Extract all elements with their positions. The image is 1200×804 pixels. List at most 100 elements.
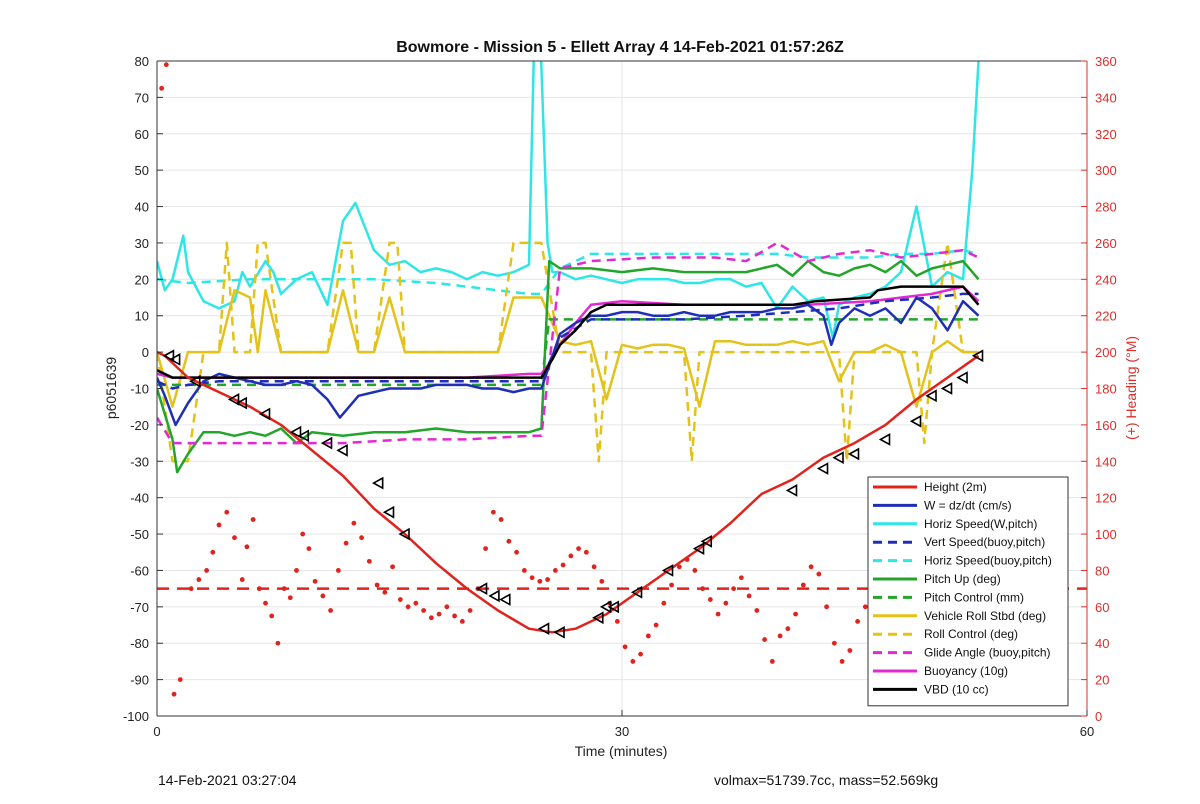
height-waypoint-marker xyxy=(297,429,310,443)
y-tick-label-left: 0 xyxy=(142,345,149,360)
heading-point xyxy=(459,618,465,624)
height-waypoint-marker xyxy=(832,451,844,464)
heading-point xyxy=(800,582,806,588)
heading-point xyxy=(746,593,752,599)
x-tick-label: 0 xyxy=(153,724,160,739)
heading-point xyxy=(159,85,165,91)
series-lines xyxy=(157,61,980,634)
y-tick-label-right: 20 xyxy=(1095,673,1109,688)
heading-point xyxy=(421,608,426,613)
heading-point xyxy=(715,611,721,617)
heading-point xyxy=(390,564,395,570)
height-waypoint-marker xyxy=(499,593,511,606)
heading-point xyxy=(692,568,698,573)
heading-point xyxy=(335,568,341,573)
heading-point xyxy=(343,540,349,546)
legend-label: VBD (10 cc) xyxy=(924,682,989,696)
y-tick-label-right: 80 xyxy=(1095,563,1109,578)
heading-point xyxy=(676,564,682,570)
legend-label: Horiz Speed(buoy,pitch) xyxy=(924,554,1052,568)
heading-point xyxy=(269,613,275,619)
y-tick-label-right: 40 xyxy=(1095,636,1109,651)
heading-point xyxy=(467,608,473,613)
heading-point xyxy=(529,575,535,581)
y-tick-label-right: 200 xyxy=(1095,345,1117,360)
series-line-vbd-10-cc xyxy=(157,285,980,379)
height-waypoint-marker xyxy=(630,585,643,599)
heading-point xyxy=(545,577,550,582)
heading-point xyxy=(785,626,791,632)
y-tick-label-left: -10 xyxy=(130,382,149,397)
heading-point xyxy=(576,546,581,552)
y-tick-label-left: -30 xyxy=(130,454,149,469)
height-waypoint-marker xyxy=(692,542,705,555)
x-axis-label: Time (minutes) xyxy=(575,743,668,759)
heading-point xyxy=(275,640,281,646)
height-waypoint-marker xyxy=(258,407,271,421)
heading-point xyxy=(413,600,419,606)
height-waypoint-marker xyxy=(162,349,175,363)
height-waypoint-marker xyxy=(607,600,620,614)
y-tick-label-right: 160 xyxy=(1095,418,1117,433)
legend-label: Vehicle Roll Stbd (deg) xyxy=(924,609,1046,623)
heading-point xyxy=(653,622,659,628)
series-line-glide-angle-buoy-pitch xyxy=(157,241,980,445)
heading-point xyxy=(537,578,543,584)
series-line-pitch-up-deg xyxy=(157,259,980,474)
heading-point xyxy=(769,659,775,664)
legend-label: Vert Speed(buoy,pitch) xyxy=(924,535,1045,549)
heading-point xyxy=(196,577,202,582)
footer-timestamp: 14-Feb-2021 03:27:04 xyxy=(158,772,297,788)
y-tick-label-right: 100 xyxy=(1095,527,1117,542)
heading-point xyxy=(312,578,318,584)
y-tick-label-right: 240 xyxy=(1095,272,1117,287)
y-tick-label-left: 10 xyxy=(135,309,149,324)
legend-box xyxy=(867,476,1069,707)
height-waypoint-marker xyxy=(336,444,348,457)
height-waypoint-marker xyxy=(382,505,395,519)
heading-point xyxy=(630,659,636,664)
y-tick-label-left: -50 xyxy=(130,527,149,542)
heading-point xyxy=(731,586,736,592)
heading-point xyxy=(490,509,496,515)
heading-point xyxy=(204,568,210,573)
heading-point xyxy=(855,618,860,624)
axes: 80706050403020100-10-20-30-40-50-60-70-8… xyxy=(123,54,1117,739)
heading-point xyxy=(177,677,183,683)
heading-point xyxy=(661,600,667,606)
y-tick-label-left: -40 xyxy=(130,491,149,506)
height-waypoint-marker xyxy=(785,484,798,497)
y-tick-label-right: 360 xyxy=(1095,54,1117,69)
heading-point xyxy=(188,586,194,592)
series-line-height-2m xyxy=(157,350,980,634)
series-line-w-dz-dt-cm-s xyxy=(157,296,980,427)
heading-point xyxy=(263,600,268,606)
height-waypoint-marker xyxy=(878,433,891,446)
legend-label: Pitch Control (mm) xyxy=(924,590,1024,604)
heading-point xyxy=(723,600,729,606)
heading-point xyxy=(287,595,293,601)
heading-point xyxy=(847,648,853,653)
height-waypoint-marker xyxy=(488,589,500,603)
height-waypoint-marker xyxy=(816,462,829,475)
height-waypoint-marker xyxy=(398,527,410,541)
height-waypoint-marker xyxy=(956,371,968,384)
y-tick-label-right: 340 xyxy=(1095,90,1117,105)
heading-point xyxy=(738,575,744,581)
heading-point xyxy=(328,608,333,613)
heading-point xyxy=(777,633,783,639)
heading-point xyxy=(351,520,357,526)
heading-point xyxy=(762,637,767,642)
heading-point xyxy=(614,618,620,624)
heading-point xyxy=(320,593,326,599)
heading-point xyxy=(583,549,589,555)
y-tick-label-left: -100 xyxy=(123,709,149,724)
heading-point xyxy=(560,562,566,568)
y-tick-label-right: 220 xyxy=(1095,309,1117,324)
footer-volmax-mass: volmax=51739.7cc, mass=52.569kg xyxy=(714,772,939,788)
legend-label: Glide Angle (buoy,pitch) xyxy=(924,646,1051,660)
heading-point xyxy=(436,611,442,617)
y-tick-label-left: 60 xyxy=(135,127,149,142)
y-axis-right-label: (+) Heading (°M) xyxy=(1123,336,1139,440)
